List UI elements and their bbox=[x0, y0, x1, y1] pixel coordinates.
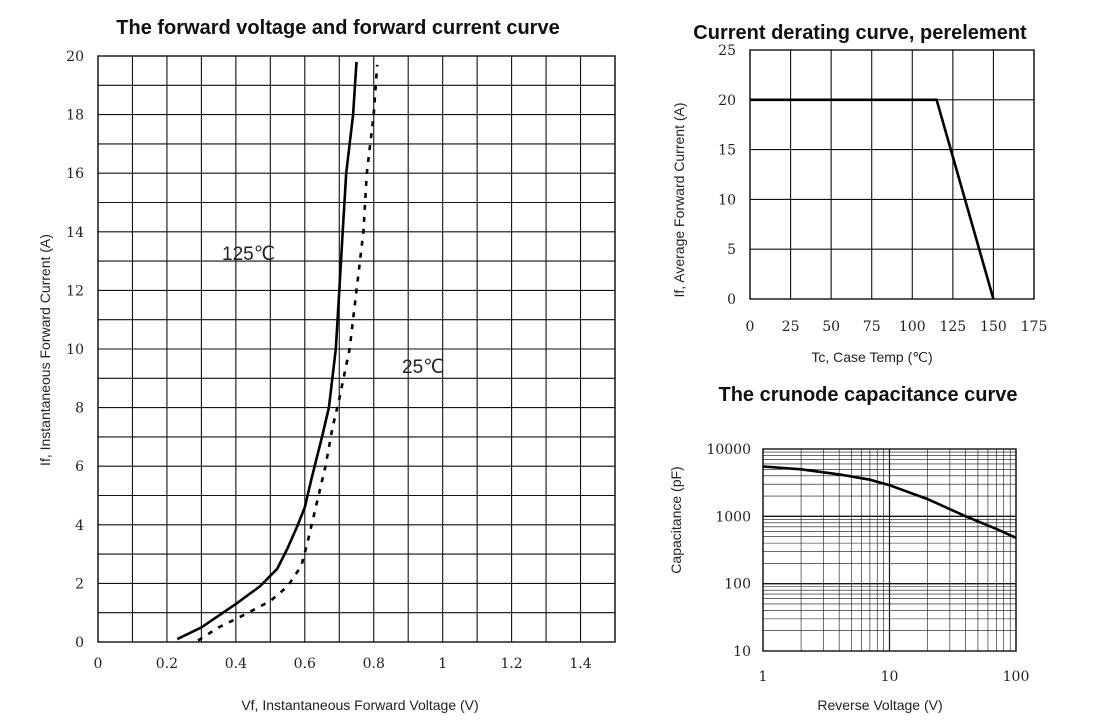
x-tick-label: 175 bbox=[1021, 319, 1048, 335]
x-tick-label: 0 bbox=[746, 319, 755, 335]
x-tick-label: 0.8 bbox=[363, 656, 385, 672]
x-tick-label: 1 bbox=[759, 669, 768, 685]
chart1-grid bbox=[97, 55, 616, 643]
y-tick-label: 20 bbox=[718, 93, 736, 109]
y-tick-label: 10 bbox=[718, 192, 736, 208]
x-tick-label: 0.4 bbox=[225, 656, 247, 672]
y-tick-label: 20 bbox=[66, 49, 84, 65]
series-25c-line bbox=[197, 64, 379, 642]
chart1-title: The forward voltage and forward current … bbox=[116, 17, 559, 39]
chart2-frame bbox=[749, 49, 1035, 300]
x-tick-label: 75 bbox=[863, 319, 881, 335]
chart3-y-axis-label: Capacitance (pF) bbox=[668, 466, 684, 573]
capacitance-line bbox=[762, 465, 1017, 539]
chart3-x-ticks: 1 10 100 bbox=[759, 669, 1030, 685]
y-tick-label: 25 bbox=[718, 43, 736, 59]
y-tick-label: 0 bbox=[75, 635, 84, 651]
chart1-y-ticks: 0 2 4 6 8 10 12 14 16 18 20 bbox=[66, 49, 84, 651]
y-tick-label: 8 bbox=[75, 401, 84, 417]
x-tick-label: 25 bbox=[782, 319, 800, 335]
y-tick-label: 10 bbox=[733, 644, 751, 660]
y-tick-label: 14 bbox=[66, 225, 84, 241]
y-tick-label: 6 bbox=[75, 459, 84, 475]
x-tick-label: 1 bbox=[438, 656, 447, 672]
chart2-grid bbox=[749, 49, 1035, 300]
derating-line bbox=[750, 98, 995, 300]
chart3-title: The crunode capacitance curve bbox=[718, 384, 1017, 406]
chart2-title: Current derating curve, perelement bbox=[693, 22, 1027, 44]
chart1-frame bbox=[97, 55, 616, 643]
x-tick-label: 150 bbox=[980, 319, 1007, 335]
x-tick-label: 10 bbox=[881, 669, 899, 685]
x-tick-label: 100 bbox=[899, 319, 926, 335]
x-tick-label: 1.2 bbox=[500, 656, 522, 672]
x-tick-label: 0.2 bbox=[156, 656, 178, 672]
x-tick-label: 0 bbox=[94, 656, 103, 672]
y-tick-label: 15 bbox=[718, 143, 736, 159]
series-125c-line bbox=[176, 61, 358, 641]
x-tick-label: 1.4 bbox=[569, 656, 591, 672]
y-tick-label: 1000 bbox=[715, 509, 751, 525]
y-tick-label: 2 bbox=[75, 576, 84, 592]
y-tick-label: 100 bbox=[724, 577, 751, 593]
y-tick-label: 18 bbox=[66, 108, 84, 124]
chart3-frame bbox=[762, 448, 1017, 652]
y-tick-label: 12 bbox=[66, 283, 84, 299]
y-tick-label: 10 bbox=[66, 342, 84, 358]
y-tick-label: 16 bbox=[66, 166, 84, 182]
chart1-x-ticks: 0 0.2 0.4 0.6 0.8 1 1.2 1.4 bbox=[94, 656, 592, 672]
chart3-grid bbox=[762, 448, 1017, 652]
annotation-25c: 25℃ bbox=[402, 357, 444, 378]
chart2-y-ticks: 0 5 10 15 20 25 bbox=[718, 43, 736, 308]
y-tick-label: 10000 bbox=[706, 442, 751, 458]
current-derating-chart: Current derating curve, perelement 0 25 50… bbox=[671, 22, 1047, 365]
chart2-y-axis-label: If, Average Forward Current (A) bbox=[671, 102, 687, 297]
chart3-x-axis-label: Reverse Voltage (V) bbox=[817, 697, 942, 713]
x-tick-label: 0.6 bbox=[294, 656, 316, 672]
annotation-125c: 125℃ bbox=[222, 244, 275, 265]
chart3-y-ticks: 10 100 1000 10000 bbox=[706, 442, 751, 660]
x-tick-label: 100 bbox=[1003, 669, 1030, 685]
y-tick-label: 4 bbox=[75, 518, 84, 534]
chart2-x-axis-label: Tc, Case Temp (℃) bbox=[811, 349, 932, 365]
chart1-y-axis-label: If, Instantaneous Forward Current (A) bbox=[37, 234, 53, 466]
x-tick-label: 125 bbox=[939, 319, 966, 335]
chart2-x-ticks: 0 25 50 75 100 125 150 175 bbox=[746, 319, 1048, 335]
y-tick-label: 0 bbox=[727, 292, 736, 308]
capacitance-chart: The crunode capacitance curve 1 10 100 101… bbox=[668, 384, 1029, 713]
chart1-x-axis-label: Vf, Instantaneous Forward Voltage (V) bbox=[241, 697, 478, 713]
forward-voltage-chart: The forward voltage and forward current … bbox=[37, 17, 616, 713]
y-tick-label: 5 bbox=[727, 242, 736, 258]
x-tick-label: 50 bbox=[822, 319, 840, 335]
